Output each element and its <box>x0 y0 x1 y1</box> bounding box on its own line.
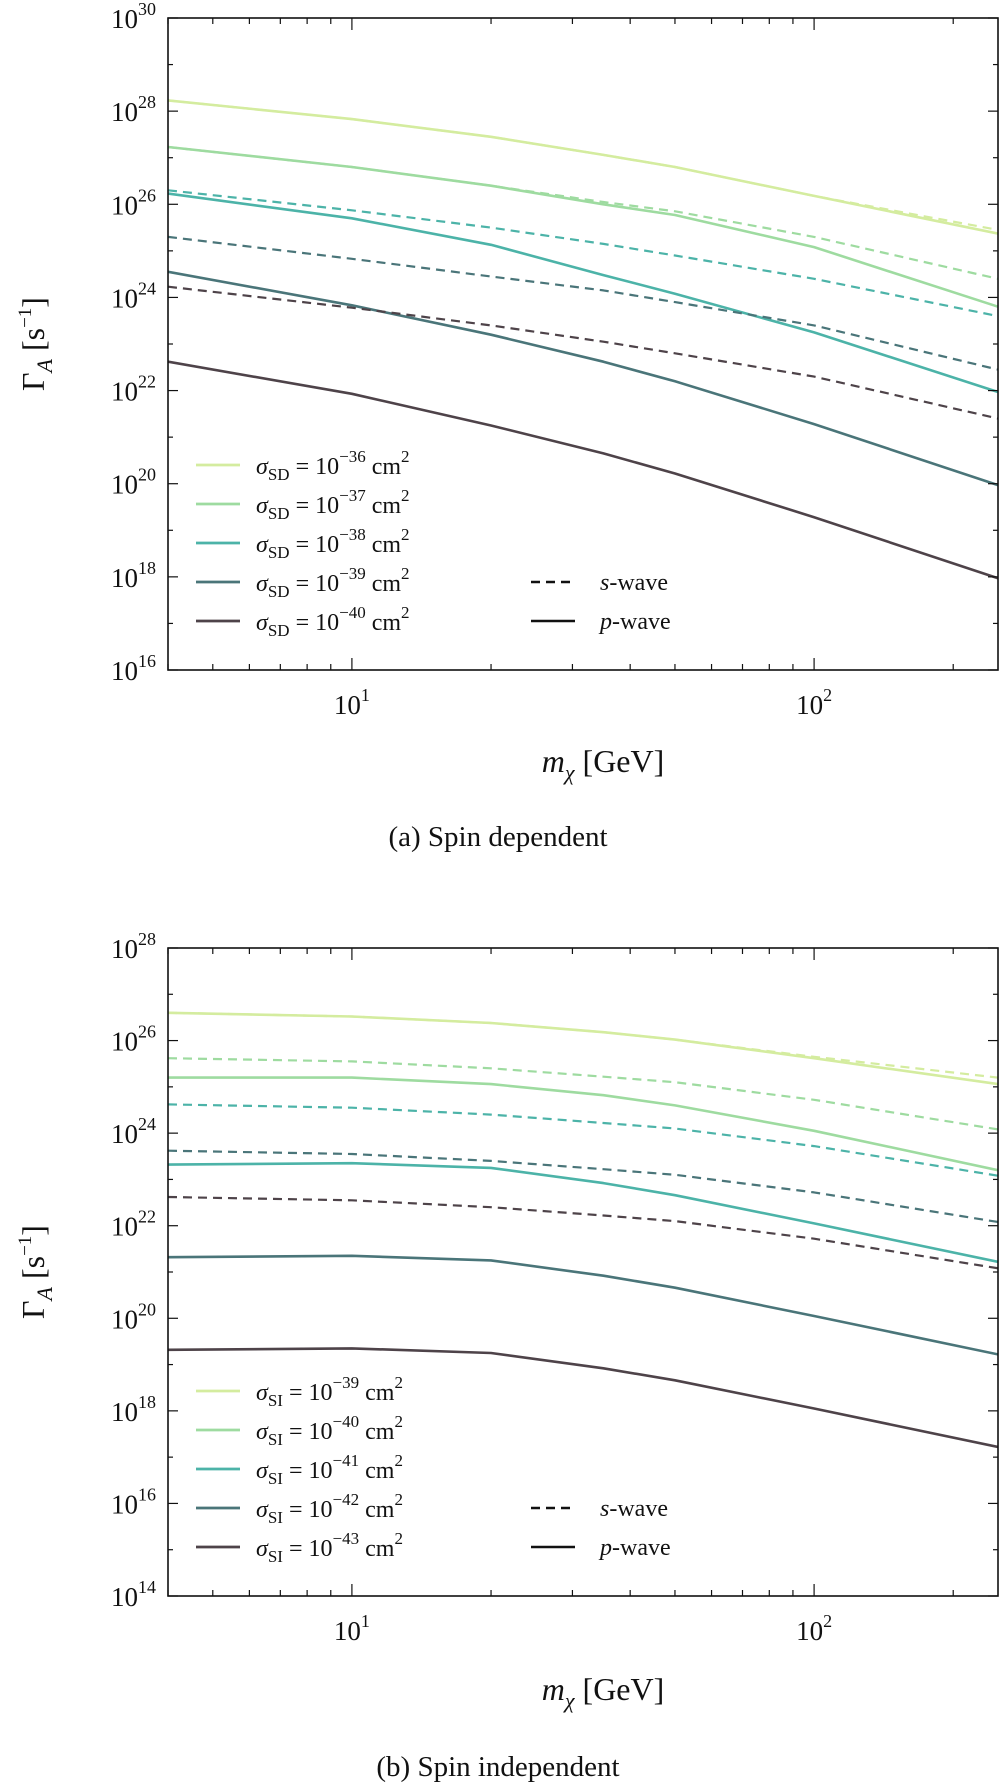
p-wave-line-1 <box>168 1011 998 1086</box>
p-wave-line-3 <box>168 192 998 394</box>
legend-label-2: σSD = 10−37 cm2 <box>256 486 410 523</box>
s-wave-line-2 <box>168 145 998 280</box>
legend-label-2: σSI = 10−40 cm2 <box>256 1412 403 1449</box>
legend-label-3: σSD = 10−38 cm2 <box>256 525 410 562</box>
y-tick-label: 1028 <box>111 92 156 127</box>
caption: (a) Spin dependent <box>388 821 607 853</box>
y-tick-label: 1018 <box>111 558 156 593</box>
plot-area <box>168 1011 998 1449</box>
panel-spin-independent: 1014 1016 1018 1020 1022 1024 1026 1028 101 102 mχ… <box>15 929 999 1783</box>
p-wave-line-2 <box>168 1076 998 1172</box>
legend-label-3: σSI = 10−41 cm2 <box>256 1451 403 1488</box>
x-tick-label: 101 <box>334 685 370 720</box>
legend-label-4: σSI = 10−42 cm2 <box>256 1490 403 1527</box>
p-wave-line-5 <box>168 360 998 580</box>
s-wave-legend-label: s-wave <box>600 1496 668 1522</box>
y-tick-label: 1018 <box>111 1392 156 1427</box>
s-wave-line-3 <box>168 189 998 318</box>
x-tick-label: 102 <box>796 1611 832 1646</box>
panel-spin-dependent: 1016 1018 1020 1022 1024 1026 1028 1030 101 102 mχ… <box>15 0 999 853</box>
y-tick-label: 1024 <box>111 278 156 313</box>
s-wave-line-2 <box>168 1057 998 1131</box>
y-tick-label: 1016 <box>111 1484 156 1519</box>
legend-label-1: σSD = 10−36 cm2 <box>256 447 410 484</box>
y-tick-label: 1026 <box>111 185 156 220</box>
y-tick-label: 1014 <box>111 1577 156 1612</box>
s-wave-line-5 <box>168 285 998 420</box>
legend-label-4: σSD = 10−39 cm2 <box>256 564 410 601</box>
p-wave-line-4 <box>168 270 998 487</box>
p-wave-line-1 <box>168 99 998 235</box>
y-tick-label: 1020 <box>111 1299 156 1334</box>
p-wave-legend-label: p-wave <box>598 1535 671 1561</box>
y-tick-label: 1022 <box>111 1207 156 1242</box>
x-tick-label: 102 <box>796 685 832 720</box>
s-wave-line-3 <box>168 1103 998 1177</box>
x-axis-label: mχ [GeV] <box>542 743 665 785</box>
plot-area <box>168 99 998 580</box>
s-wave-line-4 <box>168 235 998 371</box>
y-tick-label: 1030 <box>111 0 156 34</box>
p-wave-line-5 <box>168 1347 998 1449</box>
legend-label-5: σSI = 10−43 cm2 <box>256 1529 403 1566</box>
p-wave-line-3 <box>168 1161 998 1264</box>
y-axis-label: ΓA [s−1] <box>15 297 57 391</box>
y-tick-label: 1024 <box>111 1114 156 1149</box>
p-wave-legend-label: p-wave <box>598 609 671 635</box>
s-wave-line-4 <box>168 1149 998 1224</box>
y-tick-label: 1028 <box>111 929 156 964</box>
y-tick-label: 1026 <box>111 1022 156 1057</box>
s-wave-legend-label: s-wave <box>600 570 668 596</box>
p-wave-line-2 <box>168 145 998 308</box>
legend-label-1: σSI = 10−39 cm2 <box>256 1373 403 1410</box>
p-wave-line-4 <box>168 1254 998 1356</box>
s-wave-line-1 <box>168 1011 998 1079</box>
s-wave-line-5 <box>168 1195 998 1270</box>
y-tick-label: 1020 <box>111 465 156 500</box>
caption: (b) Spin independent <box>376 1751 619 1783</box>
x-axis-label: mχ [GeV] <box>542 1671 665 1713</box>
y-tick-label: 1016 <box>111 651 156 686</box>
y-axis-label: ΓA [s−1] <box>15 1225 57 1319</box>
x-tick-label: 101 <box>334 1611 370 1646</box>
legend-label-5: σSD = 10−40 cm2 <box>256 603 410 640</box>
y-tick-label: 1022 <box>111 372 156 407</box>
